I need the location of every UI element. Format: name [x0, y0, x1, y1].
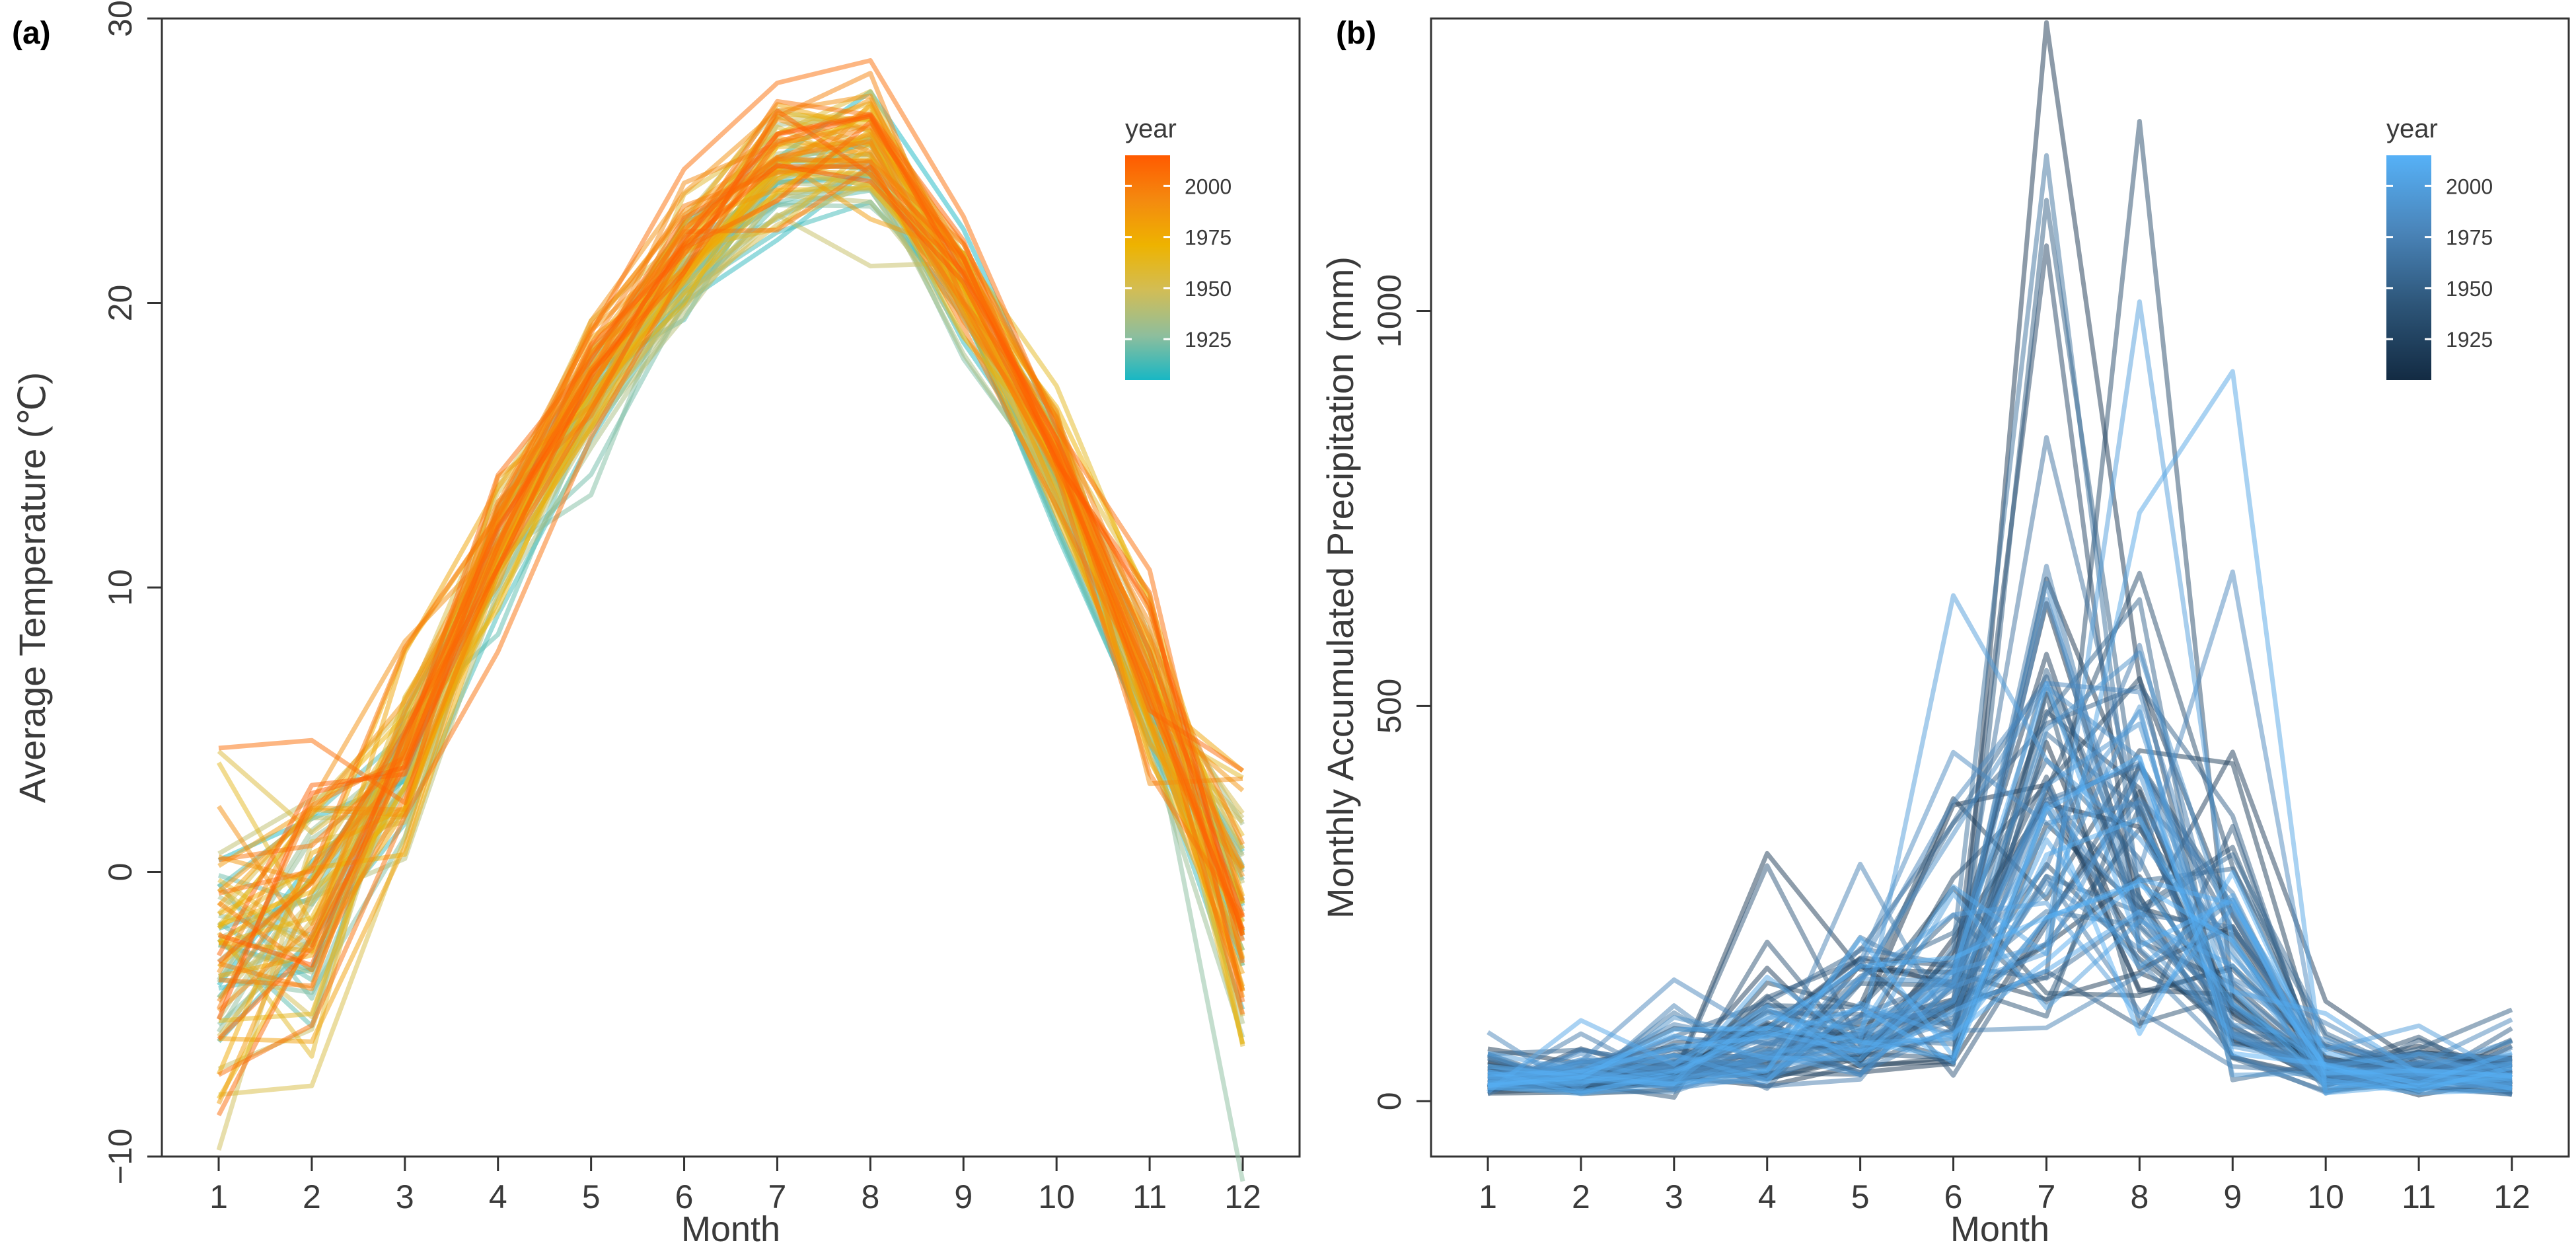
panel-b-y-axis: 0 500 1000 [1371, 274, 1431, 1110]
a-y-tick-label: 0 [102, 863, 139, 882]
panel-a-legend-ticks: 2000 1975 1950 1925 [1125, 174, 1232, 352]
panel-b-legend-title: year [2386, 114, 2438, 143]
panel-a-x-axis: 1 2 3 4 5 6 7 8 9 10 11 12 [209, 1157, 1261, 1215]
panel-a-legend: year 2000 1975 1950 1925 [1125, 114, 1232, 380]
b-series-line [1487, 816, 2513, 1088]
b-legend-label: 1925 [2446, 328, 2493, 352]
panel-a-series-lines [216, 58, 1245, 1182]
panel-a-y-axis-title: Average Temperature (℃) [11, 372, 53, 803]
a-x-tick-label: 2 [303, 1178, 321, 1215]
a-y-tick-label: 30 [102, 0, 139, 37]
b-y-tick-label: 0 [1371, 1092, 1408, 1110]
a-x-tick-label: 6 [675, 1178, 694, 1215]
b-x-tick-label: 1 [1479, 1178, 1497, 1215]
a-legend-label: 1925 [1185, 328, 1232, 352]
a-legend-label: 2000 [1185, 174, 1232, 198]
b-series-line [1487, 369, 2513, 1096]
b-x-tick-label: 11 [2402, 1178, 2436, 1215]
a-series-line [217, 167, 1245, 993]
b-series-line [1487, 681, 2513, 1090]
a-y-tick-label: 10 [102, 569, 139, 606]
a-x-tick-label: 11 [1132, 1178, 1167, 1215]
a-x-tick-label: 8 [861, 1178, 879, 1215]
panel-b-series-lines [1486, 20, 2513, 1100]
a-series-line [216, 164, 1244, 1117]
panel-a-x-axis-title: Month [681, 1209, 780, 1249]
b-series-line [1487, 882, 2513, 1093]
a-y-tick-label: 20 [102, 285, 139, 322]
b-x-tick-label: 5 [1851, 1178, 1870, 1215]
b-series-line [1487, 299, 2513, 1086]
b-series-line [1487, 684, 2513, 1088]
panel-a-label: (a) [12, 16, 51, 51]
b-x-tick-label: 10 [2307, 1178, 2344, 1215]
b-x-tick-label: 9 [2223, 1178, 2242, 1215]
b-y-tick-label: 1000 [1371, 274, 1408, 348]
b-x-tick-label: 7 [2038, 1178, 2056, 1215]
a-x-tick-label: 5 [582, 1178, 601, 1215]
a-series-line [217, 108, 1245, 1041]
b-x-tick-label: 3 [1665, 1178, 1683, 1215]
a-x-tick-label: 9 [954, 1178, 973, 1215]
b-x-tick-label: 8 [2130, 1178, 2149, 1215]
b-legend-label: 1950 [2446, 277, 2493, 301]
b-x-tick-label: 12 [2493, 1178, 2530, 1215]
a-x-tick-label: 4 [489, 1178, 507, 1215]
b-x-tick-label: 2 [1572, 1178, 1590, 1215]
panel-b-legend-ticks: 2000 1975 1950 1925 [2386, 174, 2493, 352]
b-legend-label: 2000 [2446, 174, 2493, 198]
b-series-line [1487, 681, 2513, 1096]
b-series-line [1486, 909, 2513, 1094]
a-series-line [218, 157, 1245, 1097]
panel-b-x-axis: 1 2 3 4 5 6 7 8 9 10 11 12 [1479, 1157, 2530, 1215]
panel-b-legend: year 2000 1975 1950 1925 [2386, 114, 2493, 380]
b-x-tick-label: 4 [1758, 1178, 1777, 1215]
a-series-line [218, 163, 1245, 1182]
panel-a-y-axis: −10 0 10 20 30 [102, 0, 162, 1184]
b-series-line [1487, 243, 2513, 1094]
panel-b-y-axis-title: Monthly Accumulated Precipitation (mm) [1319, 256, 1361, 919]
panel-b-x-axis-title: Month [1950, 1209, 2049, 1249]
b-y-tick-label: 500 [1371, 679, 1408, 734]
a-series-line [217, 165, 1245, 1071]
a-x-tick-label: 1 [209, 1178, 228, 1215]
a-x-tick-label: 10 [1038, 1178, 1075, 1215]
a-legend-label: 1975 [1185, 226, 1232, 250]
a-series-line [216, 158, 1245, 1100]
a-legend-label: 1950 [1185, 277, 1232, 301]
a-series-line [216, 155, 1245, 1105]
a-x-tick-label: 3 [396, 1178, 414, 1215]
panel-b-label: (b) [1336, 16, 1376, 51]
b-series-line [1487, 876, 2513, 1096]
a-series-line [216, 163, 1245, 1020]
a-x-tick-label: 7 [768, 1178, 787, 1215]
b-x-tick-label: 6 [1944, 1178, 1963, 1215]
panel-a-legend-title: year [1125, 114, 1177, 143]
b-legend-label: 1975 [2446, 226, 2493, 250]
panel-b-legend-colorbar [2386, 155, 2431, 380]
panel-a-legend-colorbar [1125, 155, 1170, 380]
a-x-tick-label: 12 [1224, 1178, 1261, 1215]
a-y-tick-label: −10 [102, 1129, 139, 1185]
a-series-line [217, 114, 1245, 968]
panel-b-plot-frame [1430, 17, 2570, 1158]
